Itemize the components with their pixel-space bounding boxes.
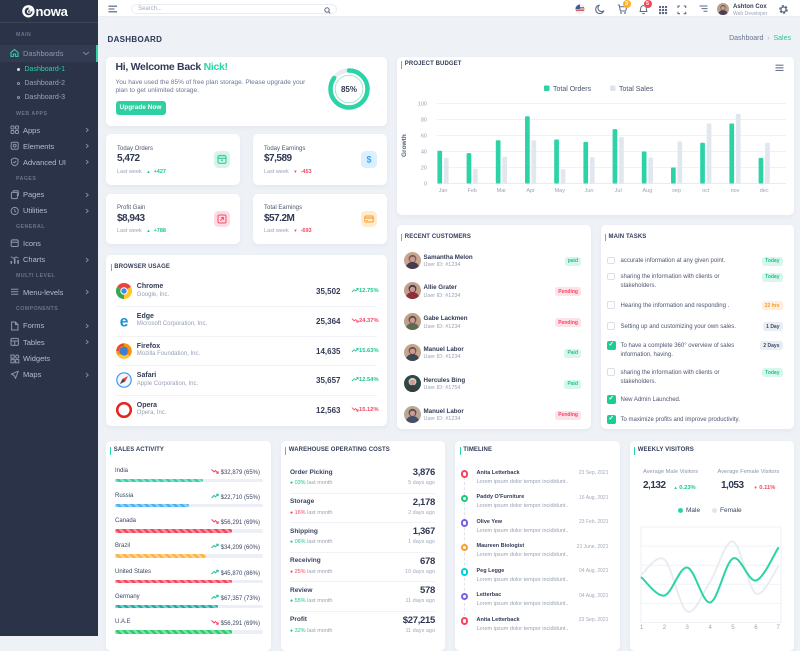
svg-text:Growth: Growth xyxy=(401,134,408,157)
svg-text:2: 2 xyxy=(662,625,666,631)
svg-text:Jul: Jul xyxy=(615,188,622,194)
svg-text:20: 20 xyxy=(421,166,427,172)
svg-text:$: $ xyxy=(366,155,371,165)
svg-text:80: 80 xyxy=(421,118,427,124)
svg-text:Total Sales: Total Sales xyxy=(619,86,654,93)
svg-text:0: 0 xyxy=(424,182,427,188)
svg-text:oct: oct xyxy=(702,188,710,194)
svg-text:4: 4 xyxy=(708,625,712,631)
svg-text:nowa: nowa xyxy=(36,4,69,19)
svg-text:5: 5 xyxy=(731,625,735,631)
svg-text:3: 3 xyxy=(685,625,689,631)
svg-text:Jun: Jun xyxy=(585,188,594,194)
svg-text:e: e xyxy=(119,314,128,329)
svg-text:Apr: Apr xyxy=(526,188,535,194)
svg-text:100: 100 xyxy=(418,102,427,108)
svg-text:60: 60 xyxy=(421,134,427,140)
svg-text:7: 7 xyxy=(776,625,780,631)
svg-text:6: 6 xyxy=(754,625,758,631)
svg-text:sep: sep xyxy=(672,188,681,194)
svg-text:40: 40 xyxy=(421,150,427,156)
svg-text:Feb: Feb xyxy=(467,188,476,194)
svg-text:Jan: Jan xyxy=(439,188,448,194)
svg-text:1: 1 xyxy=(639,625,643,631)
svg-text:nov: nov xyxy=(731,188,740,194)
svg-text:May: May xyxy=(555,188,566,194)
svg-text:Total Orders: Total Orders xyxy=(553,86,592,93)
svg-text:dec: dec xyxy=(760,188,769,194)
svg-text:Aug: Aug xyxy=(643,188,653,194)
svg-text:Mar: Mar xyxy=(497,188,507,194)
svg-text:85%: 85% xyxy=(340,85,356,94)
